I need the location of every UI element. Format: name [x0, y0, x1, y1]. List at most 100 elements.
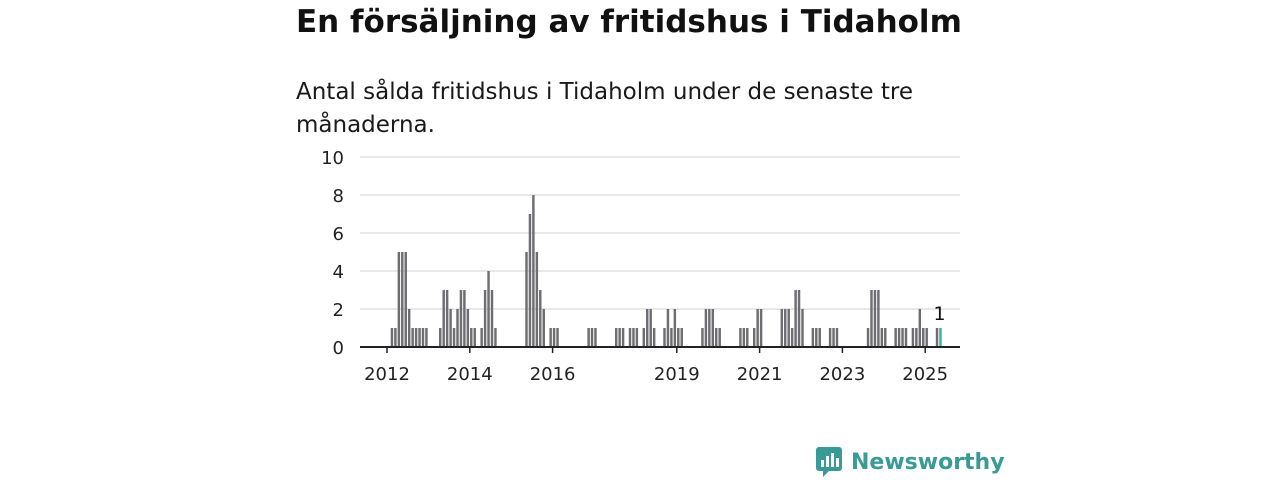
- bar: [797, 290, 801, 347]
- x-tick-label: 2016: [530, 364, 576, 385]
- bar: [452, 328, 456, 347]
- bar: [480, 328, 483, 347]
- bar: [407, 309, 411, 347]
- bar: [587, 328, 590, 347]
- x-tick-label: 2012: [364, 364, 410, 385]
- bar: [614, 328, 618, 347]
- gridlines: [360, 156, 960, 310]
- bar: [439, 328, 442, 347]
- bar: [532, 195, 535, 347]
- bar: [832, 328, 835, 347]
- bar: [870, 290, 873, 347]
- bar: [404, 252, 407, 347]
- bar: [701, 328, 704, 347]
- bar: [680, 328, 683, 347]
- bar: [742, 328, 746, 347]
- bar: [621, 328, 625, 347]
- bar: [828, 328, 832, 347]
- bar: [752, 328, 756, 347]
- bar: [459, 290, 463, 347]
- bar: [880, 328, 884, 347]
- highlight-value-label: 1: [933, 303, 945, 325]
- bar: [549, 328, 552, 347]
- newsworthy-logo-text: Newsworthy: [851, 449, 1005, 475]
- bar: [670, 328, 673, 347]
- bar: [704, 309, 708, 347]
- annotations: 1: [933, 303, 945, 325]
- bar: [487, 271, 490, 347]
- bar: [390, 328, 394, 347]
- bar: [425, 328, 428, 347]
- bar: [539, 290, 542, 347]
- bars: [390, 195, 942, 347]
- bar: [494, 328, 497, 347]
- bar: [790, 328, 794, 347]
- y-tick-label: 6: [333, 224, 344, 245]
- bar: [718, 328, 721, 347]
- bar: [594, 328, 597, 347]
- x-tick-label: 2021: [737, 364, 783, 385]
- bar: [649, 309, 652, 347]
- bar: [628, 328, 632, 347]
- x-tick-label: 2023: [819, 364, 865, 385]
- bar: [673, 309, 677, 347]
- bar: [483, 290, 487, 347]
- y-tick-label: 10: [321, 148, 344, 169]
- bar: [904, 328, 908, 347]
- bar: [556, 328, 559, 347]
- bar: [652, 328, 656, 347]
- bar-highlight: [939, 328, 942, 347]
- bar: [780, 309, 784, 347]
- bar: [677, 328, 680, 347]
- y-tick-label: 8: [333, 186, 344, 207]
- bar: [835, 328, 839, 347]
- bar: [411, 328, 414, 347]
- chart-title: En försäljning av fritidshus i Tidaholm: [296, 4, 962, 40]
- y-tick-label: 4: [333, 262, 344, 283]
- bar: [535, 252, 539, 347]
- bar: [470, 328, 473, 347]
- bar: [445, 290, 449, 347]
- bar: [818, 328, 821, 347]
- bar: [466, 309, 470, 347]
- bar: [449, 309, 452, 347]
- bar: [756, 309, 759, 347]
- bar: [894, 328, 897, 347]
- bar: [811, 328, 815, 347]
- bar: [901, 328, 904, 347]
- bar: [873, 290, 877, 347]
- bar: [632, 328, 635, 347]
- bar: [715, 328, 718, 347]
- bar: [635, 328, 639, 347]
- bar: [401, 252, 404, 347]
- bar: [456, 309, 459, 347]
- y-axis-labels: 0 2 4 6 8 10: [321, 148, 344, 359]
- bar: [935, 328, 939, 347]
- bar: [394, 328, 397, 347]
- bar: [884, 328, 887, 347]
- bar: [922, 328, 925, 347]
- bar: [815, 328, 818, 347]
- bar: [528, 214, 532, 347]
- newsworthy-logo: Newsworthy: [815, 446, 1005, 478]
- bar: [918, 309, 922, 347]
- bar: [915, 328, 918, 347]
- bar: [473, 328, 476, 347]
- bar: [418, 328, 421, 347]
- bar: [542, 309, 545, 347]
- y-tick-label: 2: [333, 300, 344, 321]
- bar: [739, 328, 742, 347]
- bar: [642, 328, 646, 347]
- bar: [646, 309, 649, 347]
- bar: [794, 290, 797, 347]
- bar: [552, 328, 556, 347]
- x-tick-label: 2019: [654, 364, 700, 385]
- bar: [784, 309, 787, 347]
- bar: [463, 290, 466, 347]
- bar: [787, 309, 790, 347]
- bar: [708, 309, 711, 347]
- bar: [746, 328, 749, 347]
- newsworthy-logo-icon: [816, 447, 842, 477]
- bar: [490, 290, 494, 347]
